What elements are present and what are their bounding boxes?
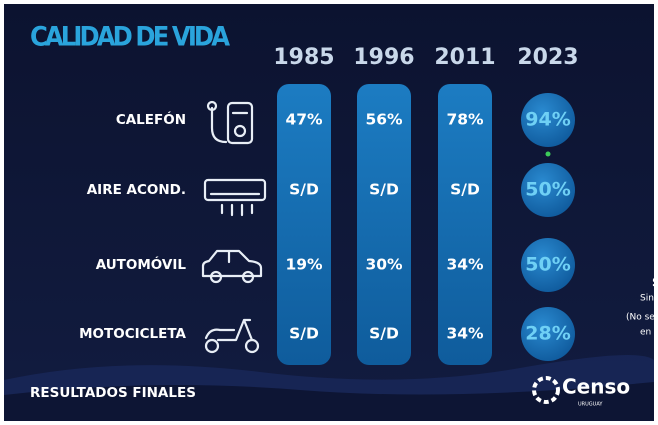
icon-scooter xyxy=(204,318,260,354)
highlight-circle xyxy=(521,93,575,147)
wave xyxy=(4,382,654,421)
cell-value: 19% xyxy=(285,256,323,274)
column-band xyxy=(438,84,492,365)
year-header: 2023 xyxy=(517,45,578,70)
highlight-circle xyxy=(521,307,575,361)
side-note: Sin xyxy=(640,294,654,304)
column-band xyxy=(277,84,331,365)
footer-text: RESULTADOS FINALES xyxy=(30,385,196,401)
cell-value: 34% xyxy=(446,325,484,343)
year-header: 1985 xyxy=(273,45,334,70)
side-note: en los xyxy=(640,328,658,338)
cell-value: S/D xyxy=(289,181,319,199)
icon-air-conditioner xyxy=(203,178,267,217)
cell-value: 34% xyxy=(446,256,484,274)
cell-value: 30% xyxy=(365,256,403,274)
row-label: AUTOMÓVIL xyxy=(96,255,187,273)
year-header: 2011 xyxy=(434,45,495,70)
row-label: AIRE ACOND. xyxy=(87,182,186,198)
cell-value: 94% xyxy=(525,109,570,131)
side-note: (No se xyxy=(626,313,655,323)
year-header: 1996 xyxy=(353,45,414,70)
cell-value: 28% xyxy=(525,323,570,345)
cell-value: 78% xyxy=(446,111,484,129)
logo-text: Censo xyxy=(562,375,630,399)
cell-value: S/D xyxy=(450,181,480,199)
side-note: S xyxy=(652,276,658,290)
dot xyxy=(545,151,551,157)
highlight-circle xyxy=(521,163,575,217)
icon-car xyxy=(201,249,263,284)
row-label: CALEFÓN xyxy=(116,110,186,128)
title: CALIDAD DE VIDA xyxy=(30,22,230,53)
cell-value: 47% xyxy=(285,111,323,129)
column-band xyxy=(357,84,411,365)
cell-value: S/D xyxy=(369,181,399,199)
cell-value: 50% xyxy=(525,179,570,201)
logo: Censo URUGUAY xyxy=(532,375,630,408)
cell-value: S/D xyxy=(289,325,319,343)
icon-heater xyxy=(206,100,254,145)
cell-value: 50% xyxy=(525,254,570,276)
logo-subtext: URUGUAY xyxy=(578,402,603,408)
cell-value: 56% xyxy=(365,111,403,129)
row-label: MOTOCICLETA xyxy=(79,326,186,342)
logo-mark xyxy=(532,376,560,404)
highlight-circle xyxy=(521,238,575,292)
cell-value: S/D xyxy=(369,325,399,343)
